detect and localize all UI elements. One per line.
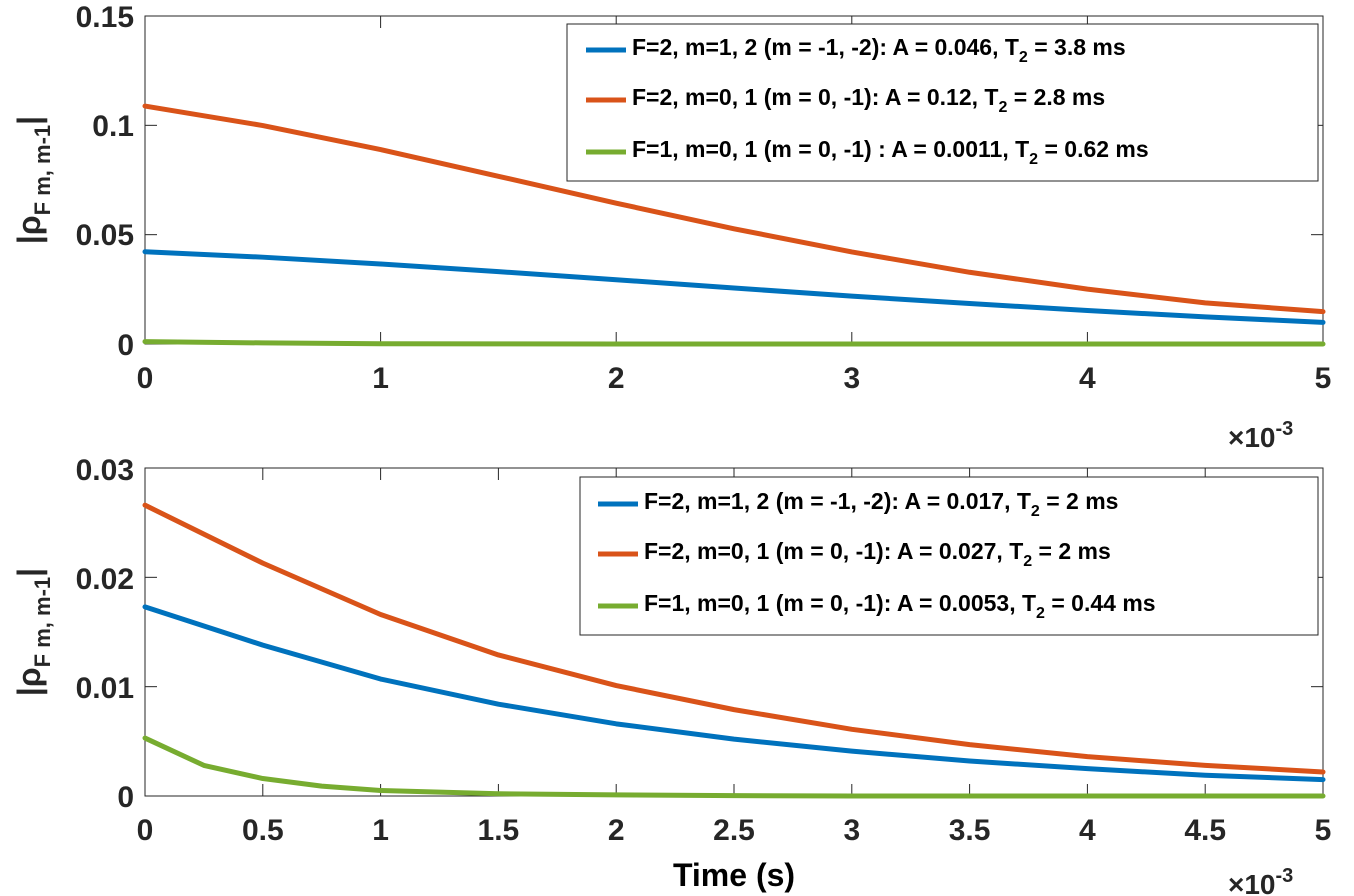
top-y-axis-label: |ρF m, m-1| [11, 116, 55, 244]
bottom-x-tick-label: 1 [372, 814, 389, 847]
bottom-x-tick-labels: 0 0.5 1 1.5 2 2.5 3 3.5 4 4.5 5 [137, 814, 1332, 847]
top-x-tick-labels: 0 1 2 3 4 5 [137, 362, 1332, 395]
bottom-x-tick-label: 4.5 [1184, 814, 1226, 847]
top-x-exponent: ×10-3 [1228, 418, 1293, 453]
bottom-x-tick-label: 2.5 [713, 814, 755, 847]
bottom-x-exponent: ×10-3 [1228, 865, 1293, 896]
bottom-legend-box [579, 476, 1319, 636]
top-x-tick-label: 4 [1079, 362, 1096, 395]
bottom-y-axis-label: |ρF m, m-1| [11, 568, 55, 696]
top-x-tick-label: 2 [608, 362, 625, 395]
top-legend-entry: F=2, m=1, 2 (m = -1, -2): A = 0.046, T2 … [632, 34, 1126, 66]
top-x-tick-label: 3 [843, 362, 860, 395]
bottom-x-tick-label: 4 [1079, 814, 1096, 847]
top-lines [142, 103, 1326, 347]
bottom-x-tick-label: 2 [608, 814, 625, 847]
bottom-legend: F=2, m=1, 2 (m = -1, -2): A = 0.017, T2 … [579, 476, 1319, 636]
bottom-legend-entry: F=2, m=0, 1 (m = 0, -1): A = 0.027, T2 =… [644, 538, 1111, 570]
top-legend-entry: F=1, m=0, 1 (m = 0, -1) : A = 0.0011, T2… [632, 136, 1149, 168]
bottom-x-tick-label: 3 [843, 814, 860, 847]
top-legend-box [566, 23, 1319, 182]
top-y-tick-labels: 0 0.05 0.1 0.15 [76, 1, 134, 362]
top-x-tick-label: 5 [1315, 362, 1332, 395]
bottom-y-tick-label: 0.03 [76, 454, 134, 487]
top-y-tick-label: 0 [117, 329, 134, 362]
bottom-chart: 0 0.5 1 1.5 2 2.5 3 3.5 4 4.5 5 0 0.01 0… [11, 454, 1331, 896]
series-line-blue [142, 249, 1326, 325]
bottom-legend-entry: F=2, m=1, 2 (m = -1, -2): A = 0.017, T2 … [644, 488, 1118, 520]
bottom-lines [142, 502, 1326, 799]
top-x-tick-label: 0 [137, 362, 154, 395]
bottom-y-tick-label: 0 [117, 781, 134, 814]
bottom-y-tick-labels: 0 0.01 0.02 0.03 [76, 454, 134, 814]
bottom-x-tick-label: 0.5 [242, 814, 284, 847]
top-chart: 0 1 2 3 4 5 0 0.05 0.1 0.15 ×10-3 |ρF m,… [11, 1, 1331, 453]
bottom-x-tick-label: 0 [137, 814, 154, 847]
bottom-x-tick-label: 5 [1315, 814, 1332, 847]
series-line-orange [142, 103, 1326, 315]
bottom-x-tick-label: 3.5 [949, 814, 991, 847]
top-legend: F=2, m=1, 2 (m = -1, -2): A = 0.046, T2 … [566, 23, 1319, 182]
top-x-tick-label: 1 [372, 362, 389, 395]
series-line-blue [142, 604, 1326, 783]
bottom-legend-entry: F=1, m=0, 1 (m = 0, -1): A = 0.0053, T2 … [644, 590, 1156, 622]
series-line-orange [142, 502, 1326, 775]
bottom-x-axis-label: Time (s) [673, 857, 795, 893]
bottom-x-tick-label: 1.5 [478, 814, 520, 847]
top-y-tick-label: 0.1 [92, 110, 134, 143]
bottom-y-tick-label: 0.02 [76, 563, 134, 596]
series-line-green [142, 735, 1326, 799]
top-y-tick-label: 0.15 [76, 1, 134, 34]
series-line-green [142, 339, 1326, 347]
top-y-tick-label: 0.05 [76, 219, 134, 252]
top-legend-entry: F=2, m=0, 1 (m = 0, -1): A = 0.12, T2 = … [632, 84, 1105, 116]
bottom-y-tick-label: 0.01 [76, 672, 134, 705]
